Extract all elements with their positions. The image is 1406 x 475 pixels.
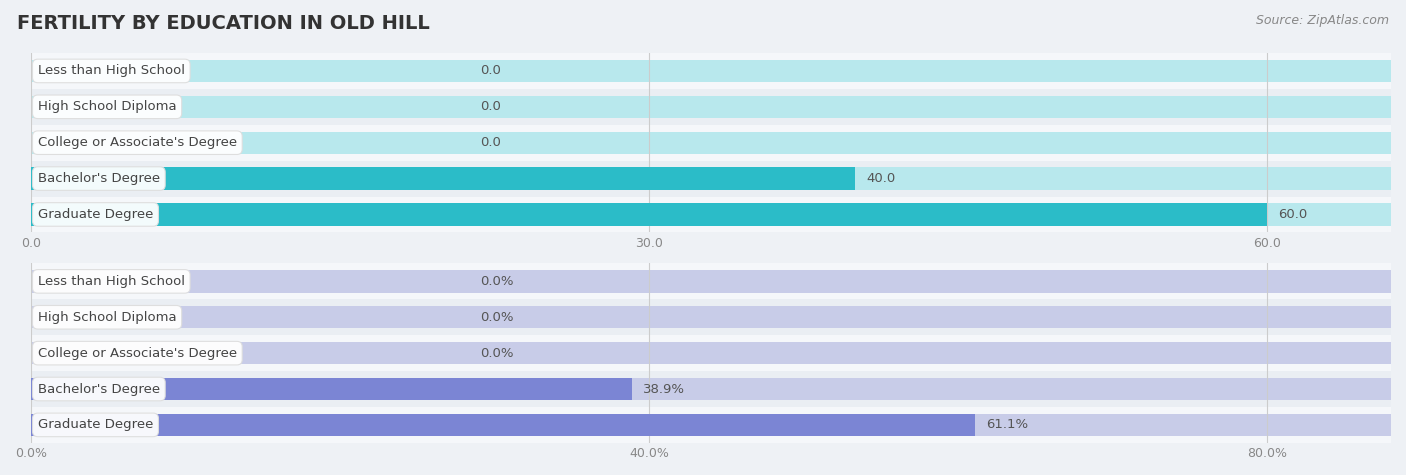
Text: 0.0: 0.0 [479,65,501,77]
Bar [31,407,1391,443]
Text: Graduate Degree: Graduate Degree [38,208,153,221]
Text: 0.0: 0.0 [479,100,501,114]
Bar [31,60,1391,82]
Text: Bachelor's Degree: Bachelor's Degree [38,382,160,396]
Text: 40.0: 40.0 [866,172,896,185]
Bar [31,161,1391,197]
Bar [31,414,1391,436]
Text: 38.9%: 38.9% [643,382,685,396]
Bar [31,335,1391,371]
Bar [31,95,1391,118]
Bar [31,306,1391,328]
Bar [31,299,1391,335]
Text: High School Diploma: High School Diploma [38,100,176,114]
Bar [31,264,1391,299]
Text: 0.0%: 0.0% [479,275,513,288]
Bar [31,378,633,400]
Bar [31,168,855,190]
Bar [31,168,1391,190]
Bar [31,197,1391,232]
Text: Less than High School: Less than High School [38,275,184,288]
Text: Bachelor's Degree: Bachelor's Degree [38,172,160,185]
Text: Less than High School: Less than High School [38,65,184,77]
Text: Graduate Degree: Graduate Degree [38,418,153,431]
Bar [31,53,1391,89]
Bar [31,378,1391,400]
Bar [31,414,976,436]
Bar [31,270,1391,293]
Bar [31,89,1391,125]
Bar [31,125,1391,161]
Text: 60.0: 60.0 [1278,208,1308,221]
Bar [31,203,1391,226]
Bar [31,342,1391,364]
Bar [31,203,1267,226]
Text: 0.0%: 0.0% [479,311,513,324]
Text: College or Associate's Degree: College or Associate's Degree [38,136,238,149]
Bar [31,132,1391,154]
Bar [31,371,1391,407]
Text: 0.0%: 0.0% [479,347,513,360]
Text: Source: ZipAtlas.com: Source: ZipAtlas.com [1256,14,1389,27]
Text: College or Associate's Degree: College or Associate's Degree [38,347,238,360]
Text: 61.1%: 61.1% [986,418,1028,431]
Text: High School Diploma: High School Diploma [38,311,176,324]
Text: FERTILITY BY EDUCATION IN OLD HILL: FERTILITY BY EDUCATION IN OLD HILL [17,14,430,33]
Text: 0.0: 0.0 [479,136,501,149]
